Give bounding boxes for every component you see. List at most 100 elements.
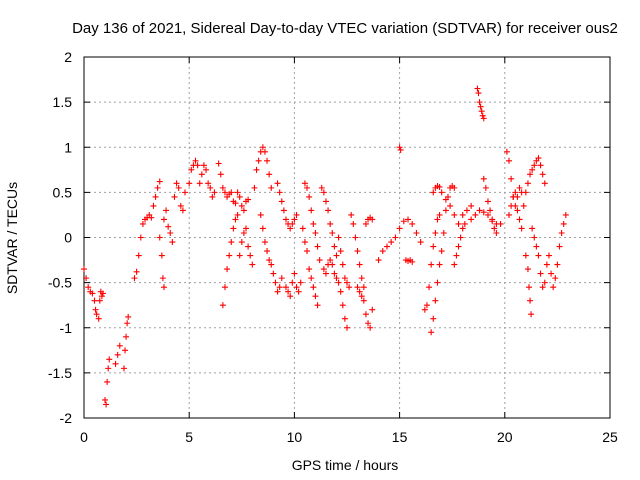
- data-point: [459, 211, 466, 218]
- data-point: [179, 207, 186, 214]
- data-point: [428, 261, 435, 268]
- grid: [84, 57, 610, 418]
- data-point: [306, 193, 313, 200]
- data-point: [95, 315, 102, 322]
- data-point: [221, 189, 228, 196]
- data-point: [105, 365, 112, 372]
- data-point: [124, 320, 131, 327]
- data-point: [369, 216, 376, 223]
- data-point: [92, 306, 99, 313]
- data-point: [413, 229, 420, 236]
- data-point: [160, 284, 167, 291]
- data-point: [535, 155, 542, 162]
- data-point: [344, 324, 350, 331]
- data-point: [421, 306, 428, 313]
- data-point: [240, 207, 247, 214]
- data-point: [322, 198, 329, 205]
- data-point: [543, 261, 550, 268]
- data-point: [322, 270, 329, 277]
- data-point: [479, 112, 486, 119]
- data-point: [215, 160, 222, 167]
- data-point: [409, 220, 416, 227]
- data-point: [99, 290, 106, 297]
- data-point: [81, 266, 87, 273]
- data-point: [468, 202, 475, 209]
- data-point: [219, 302, 226, 309]
- data-point: [314, 243, 321, 250]
- data-point: [459, 225, 466, 232]
- data-point: [508, 202, 515, 209]
- data-point: [137, 234, 144, 241]
- data-point: [93, 311, 100, 318]
- data-point: [287, 293, 294, 300]
- data-point: [289, 279, 296, 286]
- data-point: [304, 248, 311, 255]
- data-point: [211, 189, 218, 196]
- data-point: [339, 261, 346, 268]
- data-point: [247, 252, 254, 259]
- data-point: [261, 148, 268, 155]
- data-point: [436, 183, 443, 190]
- data-point: [337, 248, 344, 255]
- data-point: [356, 261, 363, 268]
- data-point: [156, 234, 163, 241]
- x-tick-label: 25: [602, 429, 618, 445]
- data-point: [527, 171, 534, 178]
- data-point: [438, 189, 445, 196]
- data-point: [430, 189, 437, 196]
- data-point: [436, 261, 443, 268]
- data-point: [438, 248, 445, 255]
- data-point: [131, 275, 138, 282]
- data-point: [217, 171, 224, 178]
- data-point: [529, 166, 536, 173]
- data-point: [514, 193, 521, 200]
- data-point: [274, 288, 281, 295]
- data-point: [512, 189, 519, 196]
- data-point: [280, 207, 287, 214]
- data-point: [259, 225, 266, 232]
- data-point: [270, 270, 277, 277]
- y-tick-label: 1.5: [53, 94, 73, 110]
- data-point: [276, 189, 283, 196]
- data-point: [186, 180, 193, 187]
- data-point: [428, 329, 435, 336]
- data-point: [295, 288, 302, 295]
- x-tick-label: 10: [287, 429, 303, 445]
- data-point: [453, 252, 460, 259]
- data-point: [192, 157, 199, 164]
- data-point: [312, 229, 319, 236]
- x-axis-label: GPS time / hours: [292, 457, 399, 473]
- data-point: [318, 184, 325, 191]
- data-point: [293, 284, 300, 291]
- data-point: [264, 248, 271, 255]
- data-point: [175, 184, 182, 191]
- data-point: [506, 211, 513, 218]
- data-point: [365, 320, 372, 327]
- data-point: [291, 270, 298, 277]
- data-point: [268, 261, 275, 268]
- data-point: [249, 261, 256, 268]
- data-point: [234, 189, 241, 196]
- data-point: [316, 257, 323, 264]
- data-point: [308, 275, 315, 282]
- data-point: [484, 211, 491, 218]
- y-tick-label: 1: [64, 139, 72, 155]
- data-point: [358, 275, 365, 282]
- data-point: [527, 297, 534, 304]
- data-point: [276, 284, 283, 291]
- data-point: [266, 257, 273, 264]
- y-tick-label: -2: [60, 410, 73, 426]
- data-point: [354, 284, 361, 291]
- data-point: [221, 284, 228, 291]
- axis-ticks: 0 5 10 15 20 25 -2 -1.5 -1 -0.5 0 0.5 1 1.5 2: [48, 49, 618, 445]
- data-point: [375, 257, 382, 264]
- data-point: [245, 196, 252, 203]
- data-point: [106, 356, 113, 363]
- data-point: [156, 178, 163, 185]
- data-point: [333, 252, 340, 259]
- data-point: [98, 293, 105, 300]
- data-point: [539, 171, 546, 178]
- data-point: [451, 261, 458, 268]
- data-points: [81, 85, 569, 408]
- data-point: [436, 211, 443, 218]
